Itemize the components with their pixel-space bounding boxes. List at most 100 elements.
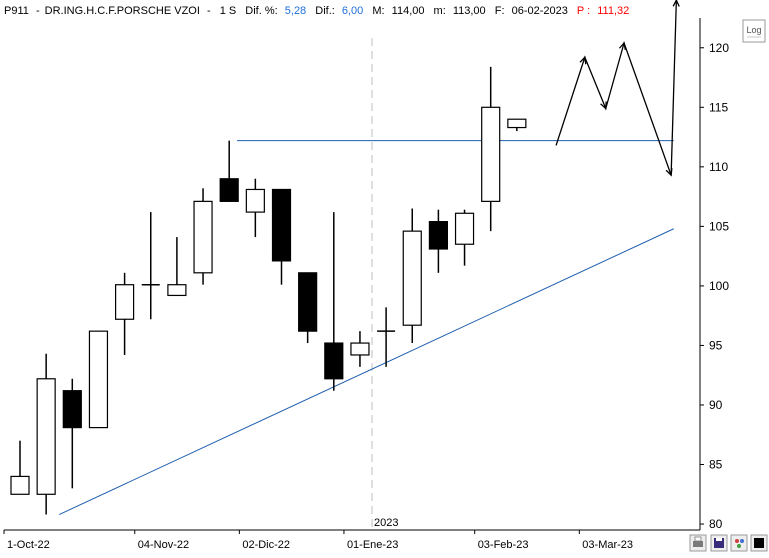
year-marker-label: 2023: [374, 517, 398, 529]
support-trend-line: [59, 228, 674, 515]
y-tick-label: 90: [709, 398, 723, 412]
candle-body: [402, 230, 422, 326]
header-date-value: 06-02-2023: [512, 5, 568, 17]
candle-body: [167, 284, 187, 297]
candle: [167, 237, 187, 297]
x-tick-label: 03-Mar-23: [582, 539, 633, 551]
x-tick-label: 04-Nov-22: [138, 539, 189, 551]
candle: [454, 209, 475, 266]
header-date-label: F:: [495, 5, 505, 17]
candle-body: [219, 178, 239, 202]
palette-icon: [735, 539, 739, 543]
y-tick-label: 105: [709, 219, 729, 233]
palette-icon-dot: [740, 539, 744, 543]
candle-body: [193, 200, 213, 274]
candle: [114, 272, 135, 355]
y-tick-label: 85: [709, 458, 723, 472]
candle: [428, 209, 448, 273]
header-ticker: P911: [4, 5, 29, 17]
candle: [350, 331, 370, 367]
fill-color-button[interactable]: [750, 534, 768, 552]
header-max-label: M:: [372, 5, 384, 17]
trend-lines: [59, 140, 674, 515]
header-dif-pct-value: 5,28: [285, 5, 306, 17]
header-max-value: 114,00: [392, 5, 425, 17]
header-price-value: 111,32: [597, 5, 629, 17]
candle: [324, 212, 344, 391]
candle-body: [36, 378, 56, 495]
save-icon-label: [716, 538, 722, 541]
x-tick-label: 01-Ene-23: [347, 539, 398, 551]
save-icon: [714, 538, 724, 548]
header-min-label: m:: [434, 5, 446, 17]
toolbar-buttons: [689, 534, 768, 552]
x-tick-label: 02-Dic-22: [242, 539, 290, 551]
header-name: DR.ING.H.C.F.PORSCHE VZOI: [45, 5, 200, 17]
axis-ticks: 120 115 110 105 100 95 90 85 80 1-Oct-22 04-Nov-22…: [3, 38, 729, 551]
projection-path: [555, 0, 680, 177]
y-tick-label: 95: [709, 338, 723, 352]
candle: [507, 118, 527, 132]
projection-arrow-head: [579, 55, 587, 65]
candle: [36, 353, 56, 515]
print-button[interactable]: [689, 534, 707, 552]
header-dif-value: 6,00: [342, 5, 363, 17]
projection-polyline: [555, 0, 678, 176]
header-price-label: P :: [577, 5, 590, 17]
palette-icon-bg: [730, 534, 748, 552]
print-icon-paper: [694, 536, 702, 542]
print-icon: [693, 541, 703, 547]
candle-body: [350, 342, 370, 356]
candle-body: [324, 342, 344, 380]
candle: [88, 330, 109, 429]
candle-body: [271, 188, 292, 262]
projection-arrow-head: [600, 101, 607, 110]
projection-arrow-head: [618, 41, 626, 51]
header-separator: -: [207, 5, 211, 17]
candle: [219, 140, 239, 202]
save-button[interactable]: [710, 534, 728, 552]
header-dif-label: Dif.:: [315, 5, 335, 17]
candle-body: [10, 475, 30, 495]
y-tick-label: 80: [709, 517, 723, 531]
candle-body: [114, 284, 135, 320]
candle-body: [428, 221, 448, 250]
header-period: 1 S: [220, 5, 237, 17]
header-min-value: 113,00: [453, 5, 486, 17]
candle-body: [454, 212, 475, 245]
svg-text:P911 - DR.ING.H.C.: P911 - DR.ING.H.C.F.PORSCHE VZOI - 1 S D…: [4, 5, 629, 17]
candle: [10, 440, 30, 495]
candle: [377, 307, 396, 367]
y-tick-label: 110: [709, 160, 728, 174]
projection-arrow-head: [672, 0, 680, 7]
palette-button[interactable]: [730, 534, 748, 552]
candle: [298, 272, 318, 344]
fill-color-icon: [754, 538, 764, 548]
candle: [62, 378, 82, 489]
y-tick-label: 115: [709, 100, 728, 114]
x-tick-label: 1-Oct-22: [7, 539, 50, 551]
candle-body: [507, 118, 527, 129]
candle: [193, 188, 213, 285]
candle: [481, 66, 501, 232]
candle: [141, 212, 160, 320]
candle-body: [245, 188, 265, 213]
candle-body: [481, 106, 501, 202]
candle-body: [88, 330, 109, 429]
y-tick-label: 100: [709, 279, 729, 293]
header-separator: -: [36, 5, 40, 17]
palette-icon-dot: [737, 544, 741, 548]
candle: [402, 208, 422, 344]
candle: [271, 188, 292, 285]
header-dif-pct-label: Dif. %:: [245, 5, 277, 17]
y-tick-label: 120: [709, 41, 729, 55]
candle: [245, 178, 265, 238]
candles: [10, 66, 527, 515]
candle-body: [62, 390, 82, 429]
log-button-label: Log: [746, 25, 761, 35]
x-tick-label: 03-Feb-23: [478, 539, 529, 551]
log-button[interactable]: Log: [742, 19, 766, 43]
projection-arrow-head: [665, 168, 673, 177]
